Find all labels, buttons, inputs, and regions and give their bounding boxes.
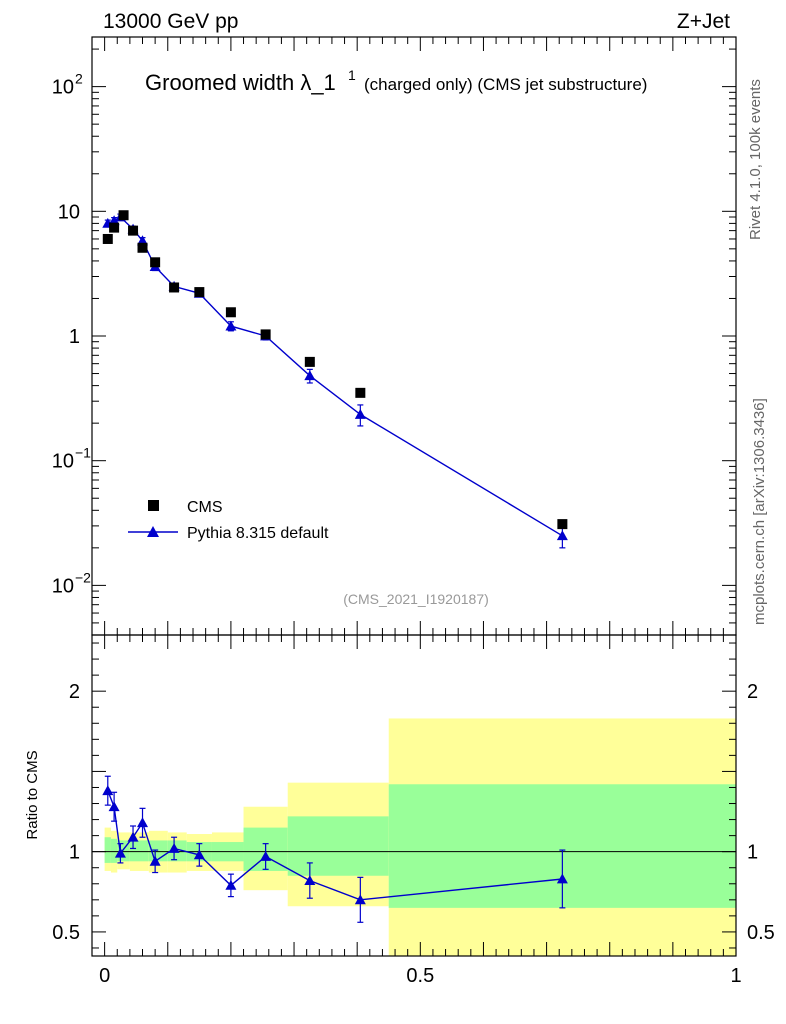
cms-point <box>137 242 148 253</box>
cms-point <box>225 307 236 318</box>
main-y-tick-label: 10 <box>52 575 74 597</box>
ratio-point <box>127 831 139 842</box>
legend-triangle-marker <box>147 526 159 537</box>
main-y-tick-exponent: −2 <box>75 569 91 585</box>
legend-square-marker <box>148 500 159 511</box>
ratio-y-axis-label: Ratio to CMS <box>24 750 41 839</box>
ratio-y-axis: 2 2 1 1 0.5 0.5 <box>52 642 775 949</box>
ratio-y-tick-label-left: 0.5 <box>52 922 80 944</box>
x-tick-label: 0.5 <box>406 965 434 987</box>
main-y-tick-exponent: 2 <box>75 71 83 87</box>
cms-point <box>304 356 315 367</box>
ratio-point <box>168 842 180 853</box>
ratio-point <box>114 847 126 858</box>
main-y-tick-label: 10 <box>52 451 74 473</box>
rivet-version-label: Rivet 4.1.0, 100k events <box>747 79 764 240</box>
ratio-point <box>193 849 205 860</box>
pythia-point <box>304 370 316 381</box>
energy-label: 13000 GeV pp <box>103 10 238 33</box>
chart-title: Groomed width λ_1 1 (charged only) (CMS … <box>145 67 647 95</box>
ratio-band-green-4 <box>142 840 149 862</box>
cms-point <box>557 519 568 530</box>
main-y-tick-label: 10 <box>58 201 80 223</box>
legend: CMS Pythia 8.315 default <box>128 499 329 542</box>
pythia-point <box>354 408 366 419</box>
mcplots-label: mcplots.cern.ch [arXiv:1306.3436] <box>751 398 768 625</box>
ratio-point <box>556 873 568 884</box>
x-axis: 0 0.5 1 <box>99 37 742 987</box>
cms-point <box>118 210 129 221</box>
ratio-y-tick-label-right: 1 <box>747 842 758 864</box>
title-suffix: (charged only) (CMS jet substructure) <box>364 75 647 94</box>
ratio-band-green-10 <box>287 816 389 876</box>
ratio-band-green-3 <box>129 840 143 862</box>
main-panel-frame <box>91 36 737 636</box>
legend-entry-cms: CMS <box>148 499 223 516</box>
ratio-band-green-1 <box>110 838 118 863</box>
ratio-panel-series <box>102 775 568 923</box>
ratio-band-green-0 <box>104 837 111 863</box>
x-tick-label: 0 <box>99 965 110 987</box>
ratio-y-tick-label-right: 2 <box>747 681 758 703</box>
cms-point <box>169 282 180 293</box>
ratio-point <box>225 879 237 890</box>
ratio-y-tick-label-left: 1 <box>69 842 80 864</box>
cms-point <box>128 225 139 236</box>
cms-point <box>260 329 271 340</box>
pythia-point <box>225 320 237 331</box>
ratio-point <box>102 785 114 796</box>
ratio-point <box>260 850 272 861</box>
main-panel-series <box>102 210 568 549</box>
analysis-id-label: (CMS_2021_I1920187) <box>343 591 489 607</box>
pythia-line <box>107 216 563 537</box>
cms-point <box>150 257 161 268</box>
ratio-point <box>137 817 149 828</box>
ratio-point <box>304 875 316 885</box>
title-main: Groomed width <box>145 70 294 95</box>
legend-label-cms: CMS <box>187 499 223 516</box>
cms-point <box>102 233 113 244</box>
ratio-y-tick-label-left: 2 <box>69 681 80 703</box>
pythia-point <box>556 530 568 541</box>
main-y-tick-label: 1 <box>69 326 80 348</box>
main-y-tick-label: 10 <box>52 77 74 99</box>
pythia-point <box>137 235 149 246</box>
ratio-panel-frame <box>91 634 737 957</box>
ratio-uncertainty-bands <box>92 718 736 956</box>
ratio-point <box>108 801 120 812</box>
title-symbol: λ_1 <box>300 70 335 95</box>
legend-entry-pythia: Pythia 8.315 default <box>128 525 329 542</box>
legend-label-pythia: Pythia 8.315 default <box>187 525 329 542</box>
title-superscript: 1 <box>348 67 356 83</box>
svg-text:Groomed width λ_1: Groomed width λ_1 <box>145 70 336 95</box>
process-label: Z+Jet <box>677 10 730 33</box>
x-tick-label: 1 <box>730 965 741 987</box>
ratio-point <box>354 894 366 905</box>
ratio-y-tick-label-right: 0.5 <box>747 922 775 944</box>
ratio-point <box>149 855 161 866</box>
cms-point <box>355 387 366 398</box>
cms-point <box>109 222 120 233</box>
cms-point <box>194 287 205 298</box>
main-y-tick-exponent: −1 <box>75 445 91 461</box>
